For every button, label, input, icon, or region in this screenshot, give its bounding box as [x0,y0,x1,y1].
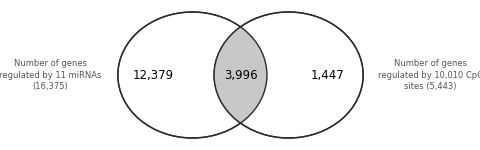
Text: Number of genes
regulated by 11 miRNAs
(16,375): Number of genes regulated by 11 miRNAs (… [0,59,101,91]
Ellipse shape [118,12,266,138]
Text: 1,447: 1,447 [311,69,344,81]
Text: 3,996: 3,996 [223,69,257,81]
Text: 12,379: 12,379 [132,69,173,81]
Ellipse shape [214,12,362,138]
Ellipse shape [214,12,362,138]
Text: Number of genes
regulated by 10,010 CpG
sites (5,443): Number of genes regulated by 10,010 CpG … [377,59,480,91]
